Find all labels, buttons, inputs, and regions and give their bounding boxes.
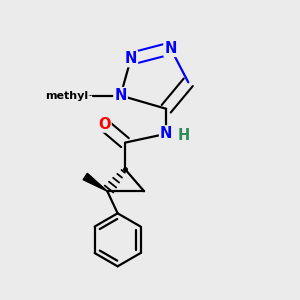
Text: O: O bbox=[98, 117, 111, 132]
Text: N: N bbox=[160, 126, 172, 141]
Text: methyl: methyl bbox=[86, 95, 91, 96]
Text: methyl: methyl bbox=[90, 94, 94, 95]
Text: methyl: methyl bbox=[90, 94, 95, 95]
Text: methyl: methyl bbox=[88, 94, 93, 95]
Text: N: N bbox=[114, 88, 127, 103]
Polygon shape bbox=[83, 173, 107, 191]
Text: H: H bbox=[177, 128, 189, 143]
Text: methyl: methyl bbox=[45, 91, 88, 100]
Text: N: N bbox=[164, 41, 177, 56]
Text: N: N bbox=[125, 51, 137, 66]
